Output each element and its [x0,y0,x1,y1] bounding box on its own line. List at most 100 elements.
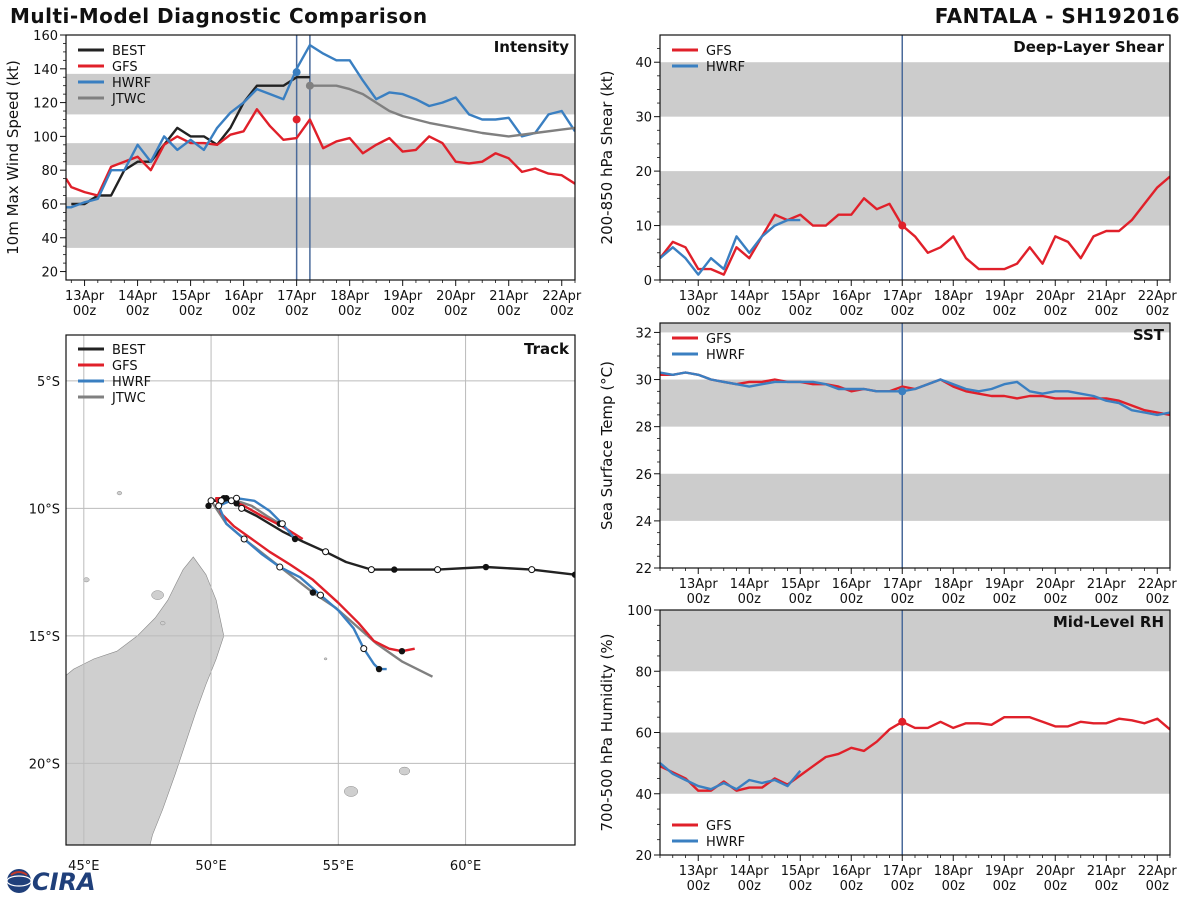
sst-xtick-day: 15Apr [781,577,821,592]
track-point-best [207,497,215,505]
island-3 [398,766,411,776]
intensity-xtick-hour: 00z [444,304,468,319]
rh-xtick-day: 16Apr [832,864,872,879]
intensity-series-best [71,75,310,206]
track-point-best [238,504,246,512]
rh-xtick-day: 15Apr [781,864,821,879]
rh-title: Mid-Level RH [1053,613,1164,631]
rh-xtick-day: 17Apr [883,864,923,879]
track-point-best [528,566,536,574]
intensity-xtick-hour: 00z [391,304,415,319]
intensity-series-group [66,43,575,209]
shear-ytick-label: 40 [635,56,652,71]
rh-legend-label-hwrf: HWRF [706,835,745,850]
track-legend-label-gfs: GFS [112,359,138,374]
rh-xtick-hour: 00z [993,879,1017,894]
sst-ytick-label: 26 [635,468,652,483]
rh-ytick-label: 40 [635,788,652,803]
track-point-best [322,548,330,556]
sst-ytick-label: 32 [635,326,652,341]
island-1 [83,577,90,583]
track-point-gfs [398,648,406,655]
shear-xtick-day: 18Apr [934,289,974,304]
sst-xtick-hour: 00z [789,592,813,607]
intensity-xtick-hour: 00z [126,304,150,319]
rh-ytick-label: 20 [635,849,652,864]
shear-title: Deep-Layer Shear [1013,38,1164,56]
intensity-xtick-day: 20Apr [436,289,476,304]
intensity-legend-label-jtwc: JTWC [111,92,146,107]
logo-text: CIRA [32,868,96,896]
shear-band-1 [660,62,1170,117]
shear-xtick-hour: 00z [840,304,864,319]
shear-xtick-day: 17Apr [883,289,923,304]
rh-series-hwrf [660,762,802,791]
shear-xtick-day: 14Apr [730,289,770,304]
intensity-xtick-day: 16Apr [224,289,264,304]
rh-xtick-hour: 00z [789,879,813,894]
intensity-xtick-day: 15Apr [171,289,211,304]
track-legend-label-jtwc: JTWC [111,391,146,406]
rh-xtick-hour: 00z [1095,879,1119,894]
sst-legend-label-hwrf: HWRF [706,348,745,363]
shear-legend-label-hwrf: HWRF [706,60,745,75]
island-4 [116,491,123,496]
intensity-legend-label-hwrf: HWRF [112,76,151,91]
intensity-xtick-hour: 00z [550,304,574,319]
sst-xtick-hour: 00z [738,592,762,607]
shear-marker-gfs [898,221,907,230]
intensity-xtick-hour: 00z [73,304,97,319]
sst-xtick-day: 22Apr [1138,577,1178,592]
shear-xtick-hour: 00z [891,304,915,319]
intensity-ytick-label: 40 [41,232,58,247]
track-title: Track [524,340,570,358]
madagascar-land [66,556,225,845]
rh-xtick-day: 14Apr [730,864,770,879]
rh-xtick-day: 21Apr [1087,864,1127,879]
shear-xtick-day: 16Apr [832,289,872,304]
rh-xtick-hour: 00z [687,879,711,894]
rh-xtick-day: 20Apr [1036,864,1076,879]
track-frame [65,334,576,846]
shear-band-0 [660,171,1170,226]
track-lat-label: 20°S [29,757,60,772]
intensity-xtick-day: 18Apr [330,289,370,304]
intensity-band-0 [66,197,575,248]
sst-title: SST [1133,326,1165,344]
intensity-legend-label-best: BEST [112,44,145,59]
track-point-best [205,502,212,510]
intensity-xtick-day: 14Apr [118,289,158,304]
track-point-hwrf [317,591,324,599]
shear-xtick-day: 19Apr [985,289,1025,304]
intensity-xtick-hour: 00z [285,304,309,319]
rh-ylabel: 700-500 hPa Humidity (%) [598,633,616,831]
rh-ytick-label: 60 [635,727,652,742]
sst-xtick-hour: 00z [891,592,915,607]
sst-xtick-hour: 00z [1095,592,1119,607]
rh-marker-gfs [898,717,907,726]
sst-band-2 [660,323,1170,333]
sst-ylabel: Sea Surface Temp (°C) [598,361,616,530]
track-point-hwrf [360,645,368,653]
track-point-best [434,566,442,574]
rh-xtick-hour: 00z [942,879,966,894]
track-lon-label: 45°E [68,859,99,874]
shear-ytick-label: 30 [635,111,652,126]
shear-series-hwrf [660,218,801,276]
rh-band-0 [660,732,1170,794]
sst-xtick-day: 13Apr [679,577,719,592]
sst-ytick-label: 24 [635,515,652,530]
rh-ytick-label: 80 [635,665,652,680]
sst-xtick-hour: 00z [687,592,711,607]
cira-logo: CIRA [4,866,96,896]
track-point-hwrf [291,535,299,543]
intensity-xtick-hour: 00z [179,304,203,319]
shear-frame [659,34,1171,281]
track-lon-label: 50°E [195,859,226,874]
island-5 [160,621,166,626]
sst-band-1 [660,379,1170,427]
intensity-ytick-label: 20 [41,266,58,281]
intensity-ytick-label: 100 [33,130,58,145]
sst-ytick-label: 30 [635,374,652,389]
